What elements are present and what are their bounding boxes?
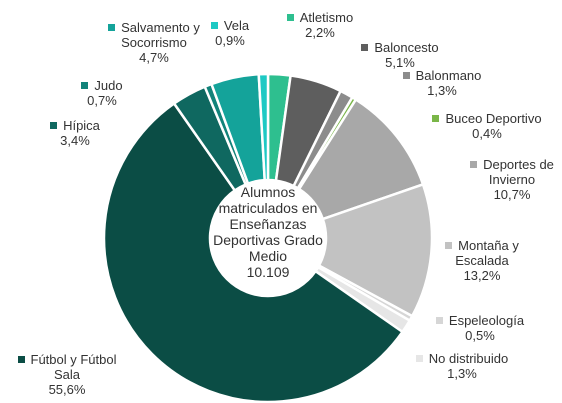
category-name: Hípica [63, 118, 100, 133]
category-label: Montaña y Escalada [437, 238, 527, 268]
value-label: 5,1% [385, 55, 415, 70]
slice-label: Hípica 3,4% [40, 118, 110, 148]
category-name: No distribuido [428, 351, 509, 366]
slice-label: Salvamento y Socorrismo 4,7% [98, 20, 210, 65]
category-name: Fútbol y Fútbol Sala [30, 352, 117, 382]
legend-marker [361, 44, 369, 51]
slice-label: Fútbol y Fútbol Sala 55,6% [8, 352, 126, 397]
legend-marker [17, 356, 25, 363]
value-label: 3,4% [60, 133, 90, 148]
slice-label: No distribuido 1,3% [402, 351, 522, 381]
legend-marker [435, 317, 443, 324]
slice-label: Espeleología 0,5% [430, 313, 530, 343]
category-label: Buceo Deportivo [422, 111, 552, 126]
slice-label: Vela 0,9% [200, 18, 260, 48]
value-label: 4,7% [139, 50, 169, 65]
category-name: Vela [223, 18, 250, 33]
center-label: Alumnos matriculados en Enseñanzas Depor… [203, 184, 333, 280]
legend-marker [108, 24, 116, 31]
category-name: Espeleología [448, 313, 525, 328]
category-name: Baloncesto [374, 40, 439, 55]
slice-label: Judo 0,7% [72, 78, 132, 108]
value-label: 0,4% [472, 126, 502, 141]
category-label: Hípica [40, 118, 110, 133]
legend-marker [81, 82, 89, 89]
category-label: Judo [72, 78, 132, 93]
center-title: Alumnos matriculados en Enseñanzas Depor… [213, 184, 323, 264]
value-label: 10,7% [493, 187, 531, 202]
category-label: Espeleología [430, 313, 530, 328]
category-label: Deportes de Invierno [462, 157, 562, 187]
legend-marker [402, 72, 410, 79]
center-value: 10.109 [246, 264, 290, 280]
category-label: Baloncesto [345, 40, 455, 55]
slice-label: Baloncesto 5,1% [345, 40, 455, 70]
slice-label: Buceo Deportivo 0,4% [422, 111, 552, 141]
category-name: Judo [94, 78, 123, 93]
category-label: Salvamento y Socorrismo [98, 20, 210, 50]
value-label: 0,7% [87, 93, 117, 108]
value-label: 1,3% [427, 83, 457, 98]
donut-slice [102, 101, 405, 403]
donut-slice [317, 182, 434, 318]
value-label: 2,2% [305, 25, 335, 40]
legend-marker [415, 355, 423, 362]
category-name: Montaña y Escalada [455, 238, 519, 268]
legend-marker [432, 115, 440, 122]
category-label: No distribuido [402, 351, 522, 366]
legend-marker [50, 122, 58, 129]
value-label: 0,5% [465, 328, 495, 343]
value-label: 0,9% [215, 33, 245, 48]
category-name: Buceo Deportivo [445, 111, 542, 126]
value-label: 55,6% [48, 382, 86, 397]
slice-label: Atletismo 2,2% [275, 10, 365, 40]
category-label: Balonmano [392, 68, 492, 83]
category-name: Atletismo [299, 10, 354, 25]
category-label: Fútbol y Fútbol Sala [8, 352, 126, 382]
legend-marker [470, 161, 478, 168]
category-label: Atletismo [275, 10, 365, 25]
value-label: 1,3% [447, 366, 477, 381]
legend-marker [445, 242, 453, 249]
legend-marker [210, 22, 218, 29]
value-label: 13,2% [463, 268, 501, 283]
legend-marker [286, 14, 294, 21]
slice-label: Montaña y Escalada 13,2% [437, 238, 527, 283]
category-name: Salvamento y Socorrismo [121, 20, 200, 50]
slice-label: Deportes de Invierno 10,7% [462, 157, 562, 202]
donut-slice [257, 72, 270, 182]
category-label: Vela [200, 18, 260, 33]
category-name: Balonmano [415, 68, 482, 83]
category-name: Deportes de Invierno [483, 157, 554, 187]
slice-label: Balonmano 1,3% [392, 68, 492, 98]
